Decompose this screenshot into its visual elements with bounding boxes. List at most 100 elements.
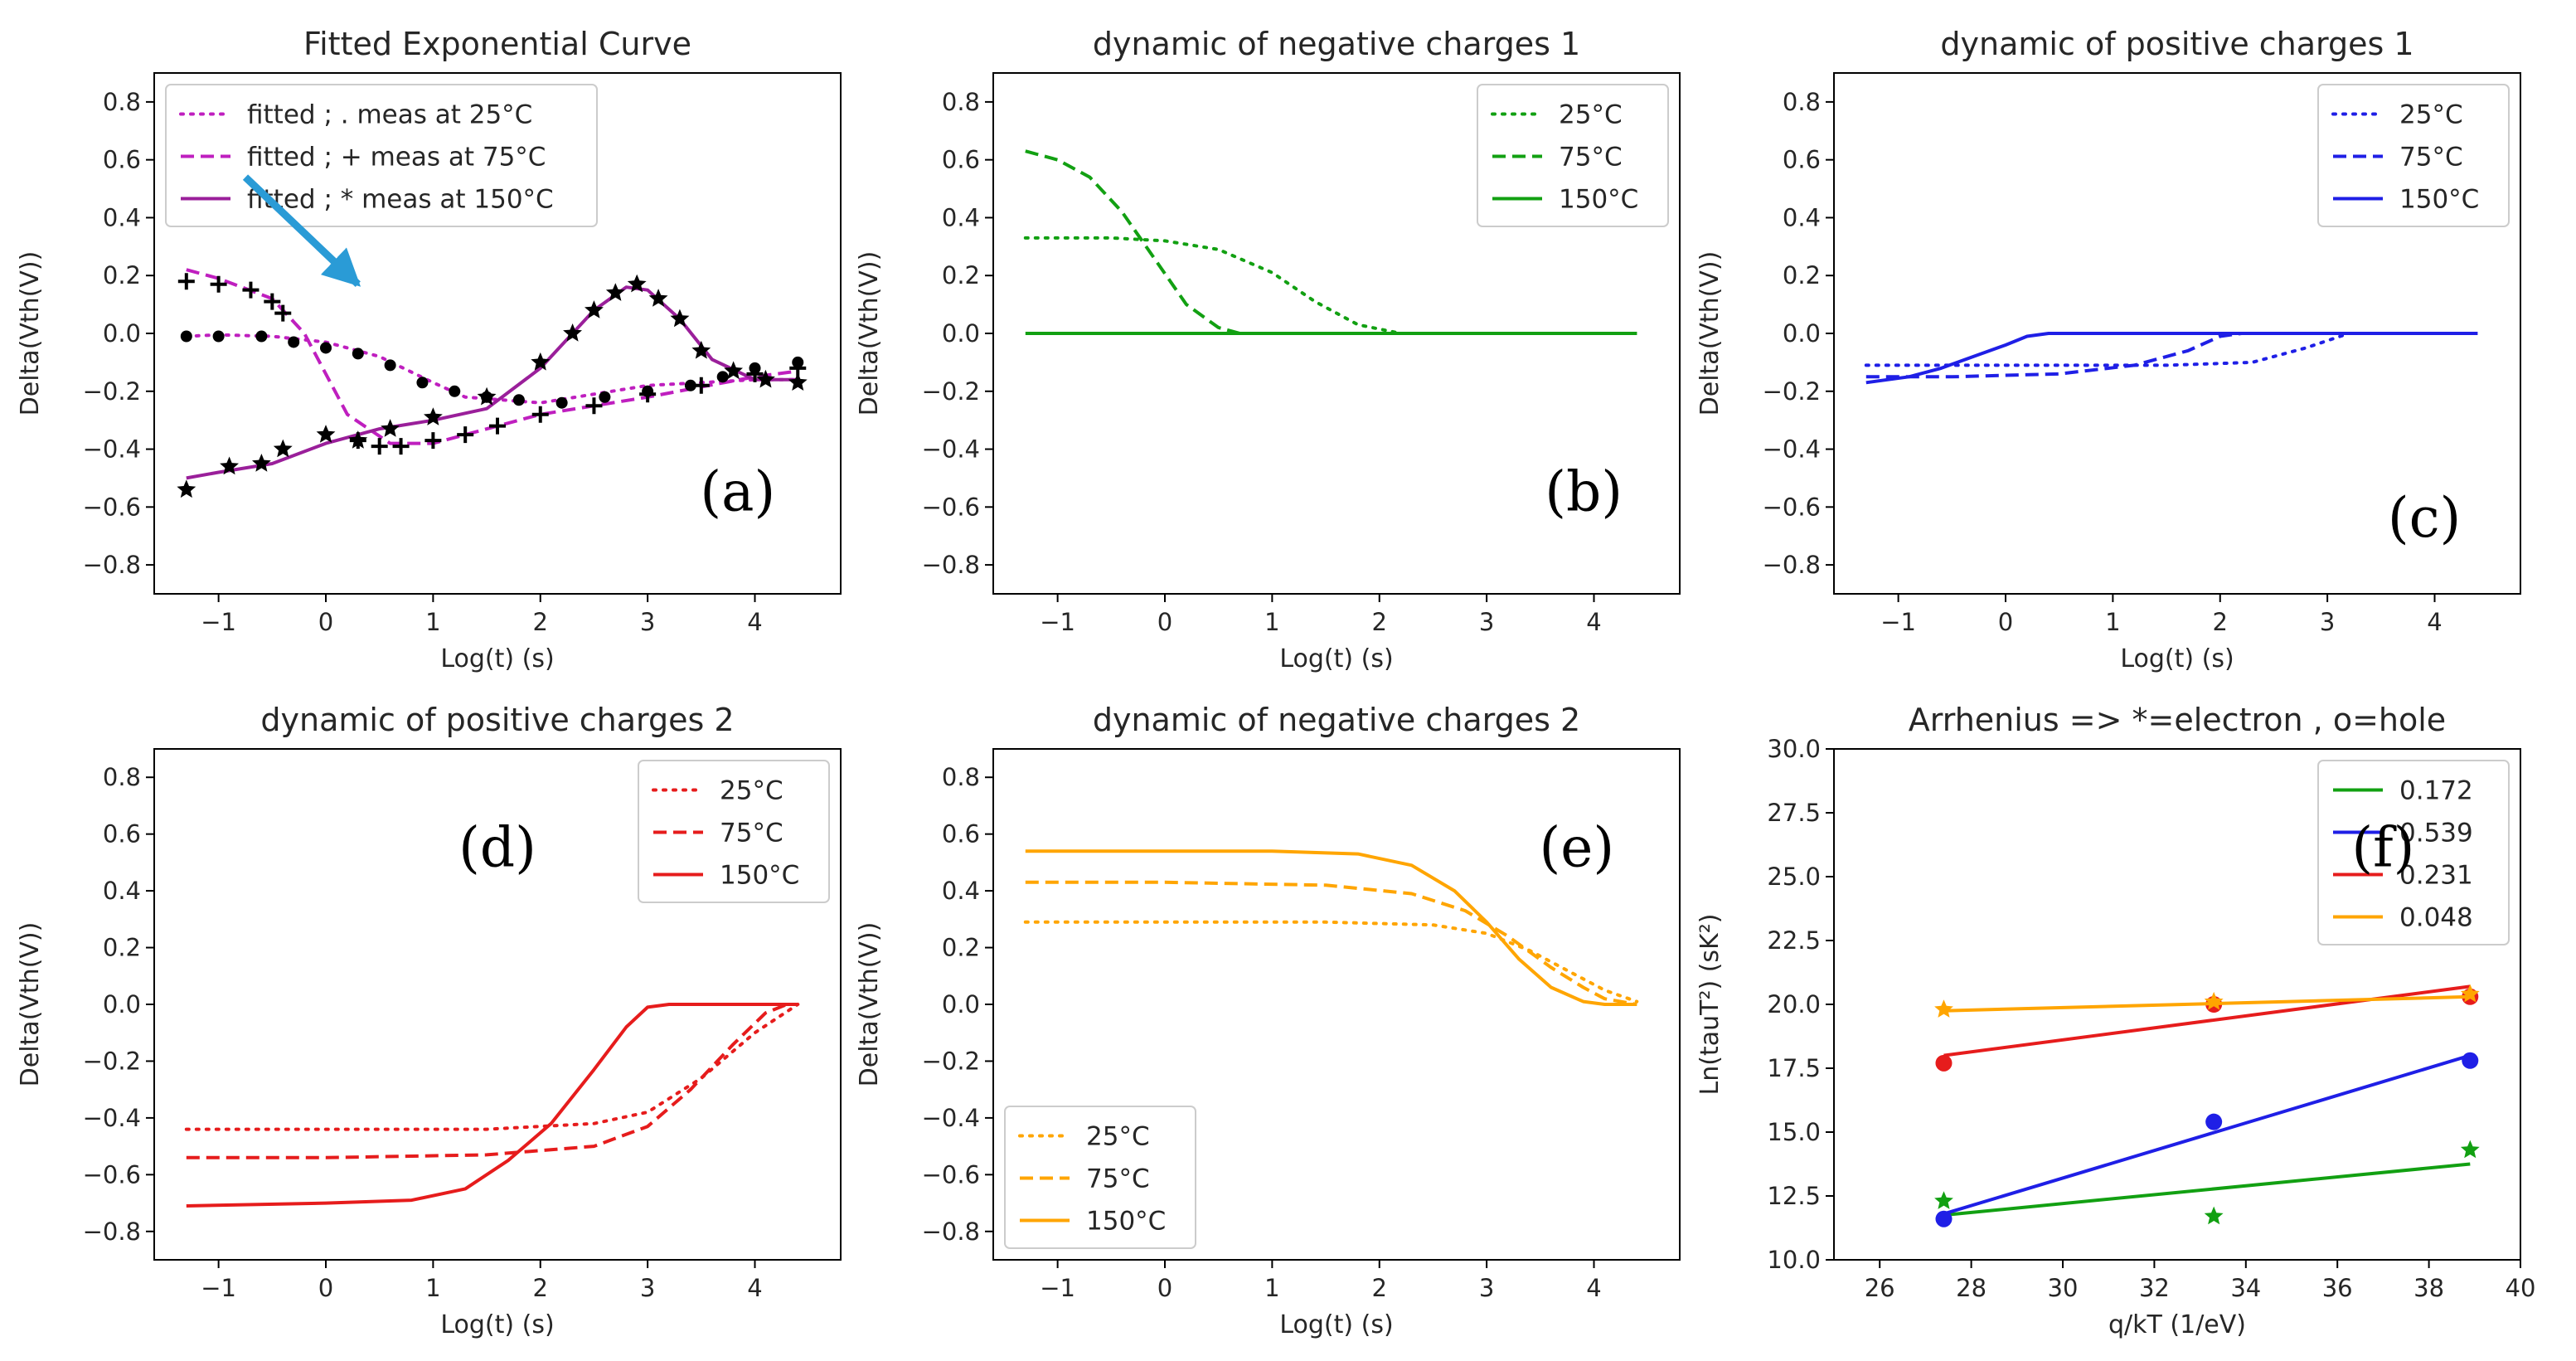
y-tick-label: 0.6 [942,146,980,174]
data-point [2204,991,2224,1010]
y-tick-label: 0.0 [103,319,141,348]
data-point [639,386,657,403]
series-line [1025,849,1637,1006]
y-tick-label: 0.2 [103,261,141,289]
y-tick-label: 0.0 [942,319,980,348]
data-point [670,309,690,328]
data-point [2460,1140,2480,1159]
data-point [288,336,300,348]
y-tick-label: −0.4 [83,435,141,464]
legend-label: 150°C [2399,185,2479,215]
x-tick-label: 26 [1865,1274,1895,1302]
legend-label: 150°C [720,861,799,891]
y-tick-label: 0.8 [103,88,141,116]
panel-label: (c) [2388,486,2461,550]
y-tick-label: 0.6 [942,820,980,848]
x-tick-label: −1 [201,608,236,636]
data-point [716,371,729,383]
legend-label: 25°C [2399,100,2463,130]
y-tick-label: 25.0 [1767,863,1821,891]
data-point [348,430,368,449]
data-point [212,330,225,343]
chart-title: dynamic of positive charges 1 [1940,26,2413,62]
y-tick-label: 20.0 [1767,990,1821,1018]
data-point [381,419,400,437]
panel-label: (d) [458,816,536,880]
data-point [210,275,227,293]
data-point [177,479,196,498]
data-point [220,456,239,475]
x-tick-label: 2 [1372,608,1387,636]
data-point [180,330,192,343]
y-tick-label: 0.8 [1783,88,1821,116]
series-line [186,268,798,445]
data-point [648,289,668,307]
legend-box [1477,84,1669,227]
chart-title: dynamic of negative charges 2 [1093,702,1580,738]
y-axis-label: Delta(Vth(V)) [16,922,45,1087]
y-tick-label: 27.5 [1767,799,1821,827]
x-tick-label: −1 [1040,1274,1075,1302]
chart-title: Fitted Exponential Curve [303,26,691,62]
y-tick-label: 0.4 [1783,203,1821,231]
y-tick-label: 17.5 [1767,1054,1821,1082]
y-tick-label: −0.6 [83,493,141,521]
legend: fitted ; . meas at 25°C fitted ; + meas a… [165,84,598,227]
legend-box [2317,760,2510,945]
y-tick-label: −0.2 [922,1047,980,1075]
y-tick-label: 0.4 [942,877,980,905]
data-point [692,377,710,394]
x-axis-label: Log(t) (s) [1279,1310,1393,1339]
x-tick-label: 1 [425,608,440,636]
y-axis-label: Ln(tauT²) (sK²) [1696,914,1725,1096]
panel-d: dynamic of positive charges 2 −1 0 1 2 3 4 −0.8… [16,702,842,1339]
y-tick-label: −0.2 [83,1047,141,1075]
x-tick-label: −1 [201,1274,236,1302]
legend-label: 75°C [1086,1164,1150,1194]
x-tick-label: 0 [1157,1274,1172,1302]
y-tick-label: −0.8 [922,551,980,579]
y-tick-label: 0.4 [103,203,141,231]
y-tick-label: 0.6 [103,820,141,848]
x-axis-label: Log(t) (s) [1279,644,1393,673]
data-point [2204,1206,2224,1225]
y-tick-label: 0.0 [103,990,141,1018]
y-tick-label: 0.2 [942,934,980,962]
legend-label: 75°C [720,819,783,848]
legend: 25°C 75°C 150°C [2317,84,2510,227]
y-tick-label: −0.2 [1763,377,1821,406]
data-point [424,432,442,450]
data-point [756,369,775,388]
series-line [1023,920,1639,1004]
series-line [1865,332,2478,385]
legend-label: 75°C [1559,143,1623,173]
data-point [477,386,497,406]
x-tick-label: 1 [425,1274,440,1302]
y-tick-label: 0.0 [1783,319,1821,348]
y-tick-label: −0.6 [922,1160,980,1188]
x-tick-label: 4 [2427,608,2442,636]
data-point [605,283,625,301]
y-tick-label: 0.6 [103,146,141,174]
series-line [186,1003,798,1208]
y-tick-label: −0.4 [922,1104,980,1132]
legend-label: fitted ; * meas at 150°C [247,185,554,215]
fit-line [1943,1053,2471,1216]
y-tick-label: 22.5 [1767,926,1821,955]
panel-label: (a) [700,460,775,524]
panel-e: dynamic of negative charges 2 −1 0 1 2 3 4 −0.8… [855,702,1681,1339]
data-point [599,391,611,403]
y-tick-label: 30.0 [1767,735,1821,763]
series-line [1865,332,2478,379]
x-tick-label: 0 [1157,608,1172,636]
legend-label: 75°C [2399,143,2463,173]
y-tick-label: 10.0 [1767,1246,1821,1274]
data-point [252,454,271,472]
y-tick-label: −0.8 [922,1218,980,1246]
data-point [273,439,293,458]
data-point [585,300,604,318]
legend: 25°C 75°C 150°C [1477,84,1669,227]
y-tick-label: −0.2 [922,377,980,406]
legend: 25°C 75°C 150°C [638,760,830,903]
plot-area [177,268,808,498]
